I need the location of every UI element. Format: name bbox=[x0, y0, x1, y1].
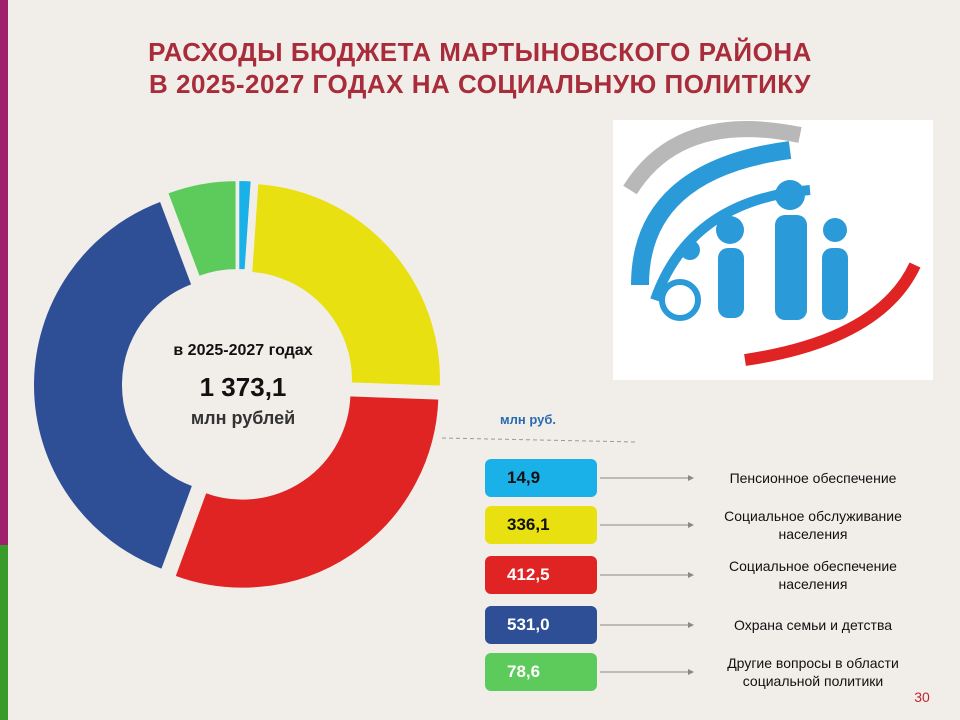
category-label: Социальное обслуживание населения bbox=[724, 508, 902, 542]
donut-segment bbox=[173, 394, 441, 590]
arrow-head bbox=[688, 669, 694, 675]
edge-bar bbox=[0, 0, 8, 545]
category-label: Охрана семьи и детства bbox=[733, 617, 893, 633]
donut-segment bbox=[165, 179, 238, 279]
donut-segment bbox=[32, 199, 195, 572]
edge-bar bbox=[0, 545, 8, 720]
value-box: 531,0 bbox=[485, 606, 597, 644]
separator bbox=[441, 437, 638, 443]
value-box: 412,5 bbox=[485, 556, 597, 594]
icon bbox=[613, 120, 933, 380]
center-total: 1 373,1 bbox=[200, 372, 287, 402]
arrow-head bbox=[688, 475, 694, 481]
arrow-head bbox=[688, 572, 694, 578]
arrow-head bbox=[688, 622, 694, 628]
page-number: 30 bbox=[914, 689, 930, 705]
units-label: млн руб. bbox=[500, 412, 556, 427]
donut-segment bbox=[237, 179, 253, 272]
value-box: 14,9 bbox=[485, 459, 597, 497]
value-box: 78,6 bbox=[485, 653, 597, 691]
category-label: Социальное обеспечение населения bbox=[729, 558, 897, 592]
donut-segment bbox=[250, 182, 442, 388]
center-unit: млн рублей bbox=[191, 408, 295, 428]
arrow-head bbox=[688, 522, 694, 528]
category-label: Другие вопросы в области социальной поли… bbox=[727, 655, 899, 689]
center-caption: в 2025-2027 годах bbox=[173, 342, 312, 359]
value-box: 336,1 bbox=[485, 506, 597, 544]
category-label: Пенсионное обеспечение bbox=[729, 470, 897, 486]
title: РАСХОДЫ БЮДЖЕТА МАРТЫНОВСКОГО РАЙОНА В 2… bbox=[148, 37, 812, 99]
